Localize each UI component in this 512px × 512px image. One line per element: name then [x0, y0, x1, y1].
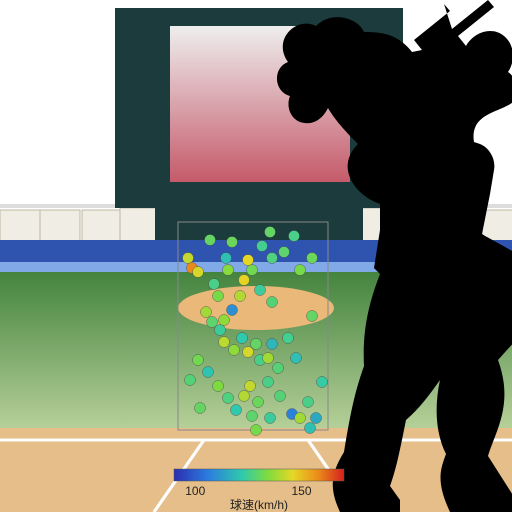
pitch-marker [205, 235, 216, 246]
pitch-marker [275, 391, 286, 402]
pitch-marker [219, 315, 230, 326]
pitch-marker [245, 381, 256, 392]
pitch-marker [291, 353, 302, 364]
pitch-marker [227, 237, 238, 248]
pitch-location-chart: 100 150球速(km/h) [0, 0, 512, 512]
colorbar-tick-label: 150 [291, 484, 311, 498]
pitch-marker [207, 317, 218, 328]
pitch-marker [185, 375, 196, 386]
pitch-marker [307, 311, 318, 322]
pitch-marker [215, 325, 226, 336]
colorbar-label: 球速(km/h) [230, 498, 288, 512]
pitch-marker [265, 413, 276, 424]
pitch-marker [307, 253, 318, 264]
pitch-marker [213, 291, 224, 302]
pitch-marker [237, 333, 248, 344]
pitch-marker [283, 333, 294, 344]
pitch-marker [267, 297, 278, 308]
pitch-marker [239, 391, 250, 402]
pitch-marker [303, 397, 314, 408]
pitch-marker [267, 253, 278, 264]
pitch-marker [251, 339, 262, 350]
pitch-marker [253, 397, 264, 408]
pitch-marker [317, 377, 328, 388]
pitch-marker [267, 339, 278, 350]
pitch-marker [193, 267, 204, 278]
pitch-marker [213, 381, 224, 392]
colorbar [174, 469, 344, 481]
pitch-marker [219, 337, 230, 348]
pitch-marker [305, 423, 316, 434]
pitch-marker [263, 377, 274, 388]
pitch-marker [227, 305, 238, 316]
pitch-marker [251, 425, 262, 436]
pitch-marker [193, 355, 204, 366]
pitch-marker [229, 345, 240, 356]
pitch-marker [243, 255, 254, 266]
pitch-marker [231, 405, 242, 416]
colorbar-tick-label: 100 [185, 484, 205, 498]
pitch-marker [247, 265, 258, 276]
pitch-marker [209, 279, 220, 290]
pitch-marker [295, 265, 306, 276]
pitch-marker [289, 231, 300, 242]
pitch-marker [263, 353, 274, 364]
pitch-marker [279, 247, 290, 258]
pitch-marker [295, 413, 306, 424]
pitch-marker [239, 275, 250, 286]
pitch-marker [255, 285, 266, 296]
pitch-marker [221, 253, 232, 264]
pitch-marker [247, 411, 258, 422]
pitch-marker [257, 241, 268, 252]
pitch-marker [195, 403, 206, 414]
pitch-marker [183, 253, 194, 264]
pitch-marker [223, 265, 234, 276]
pitch-marker [223, 393, 234, 404]
pitch-marker [235, 291, 246, 302]
pitch-marker [203, 367, 214, 378]
pitch-marker [265, 227, 276, 238]
pitch-marker [201, 307, 212, 318]
pitch-marker [243, 347, 254, 358]
pitch-marker [273, 363, 284, 374]
pitch-marker [311, 413, 322, 424]
